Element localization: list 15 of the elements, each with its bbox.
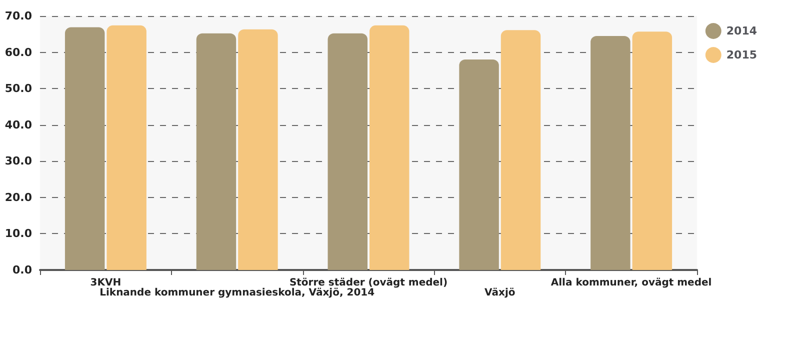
y-tick-label: 10.0 <box>4 227 32 240</box>
x-tick-label: Liknande kommuner gymnasieskola, Växjö, 2014 <box>100 288 375 298</box>
y-tick-label: 40.0 <box>4 118 32 132</box>
x-tick-label: Större städer (ovägt medel) <box>289 278 448 288</box>
x-tick-label: Växjö <box>484 288 516 298</box>
legend-label: 2014 <box>726 24 758 38</box>
x-tick-label: Alla kommuner, ovägt medel <box>550 278 712 288</box>
y-tick-label: 70.0 <box>4 10 32 22</box>
x-tick-label: 3KVH <box>90 278 122 288</box>
y-tick-label: 30.0 <box>4 154 32 168</box>
y-tick-label: 0.0 <box>12 264 32 276</box>
y-tick-label: 20.0 <box>4 190 32 204</box>
legend-label: 2015 <box>726 48 758 62</box>
y-tick-label: 50.0 <box>4 82 32 96</box>
y-tick-label: 60.0 <box>4 46 32 59</box>
